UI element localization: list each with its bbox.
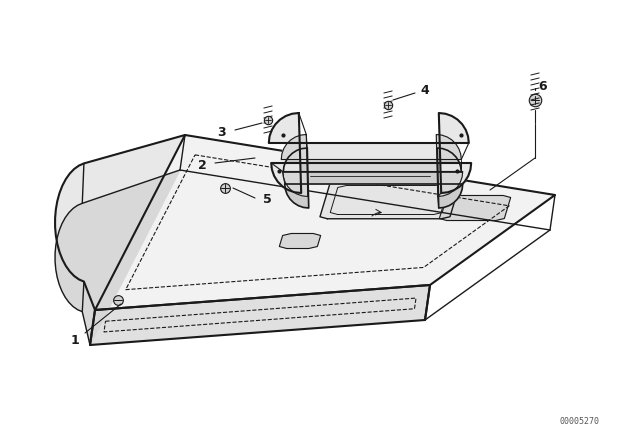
Polygon shape [279,233,321,249]
Polygon shape [269,113,471,193]
Text: 4: 4 [420,83,429,96]
Text: 1: 1 [70,333,79,346]
Text: 00005270: 00005270 [560,417,600,426]
Polygon shape [95,135,555,310]
Text: 5: 5 [262,193,271,206]
Polygon shape [55,135,185,310]
Polygon shape [90,285,430,345]
Text: 2: 2 [198,159,206,172]
Polygon shape [284,148,463,208]
Polygon shape [320,181,460,219]
Text: 6: 6 [539,79,547,92]
Polygon shape [282,134,463,197]
Polygon shape [439,195,511,220]
Text: 3: 3 [218,125,227,138]
Polygon shape [55,170,180,345]
